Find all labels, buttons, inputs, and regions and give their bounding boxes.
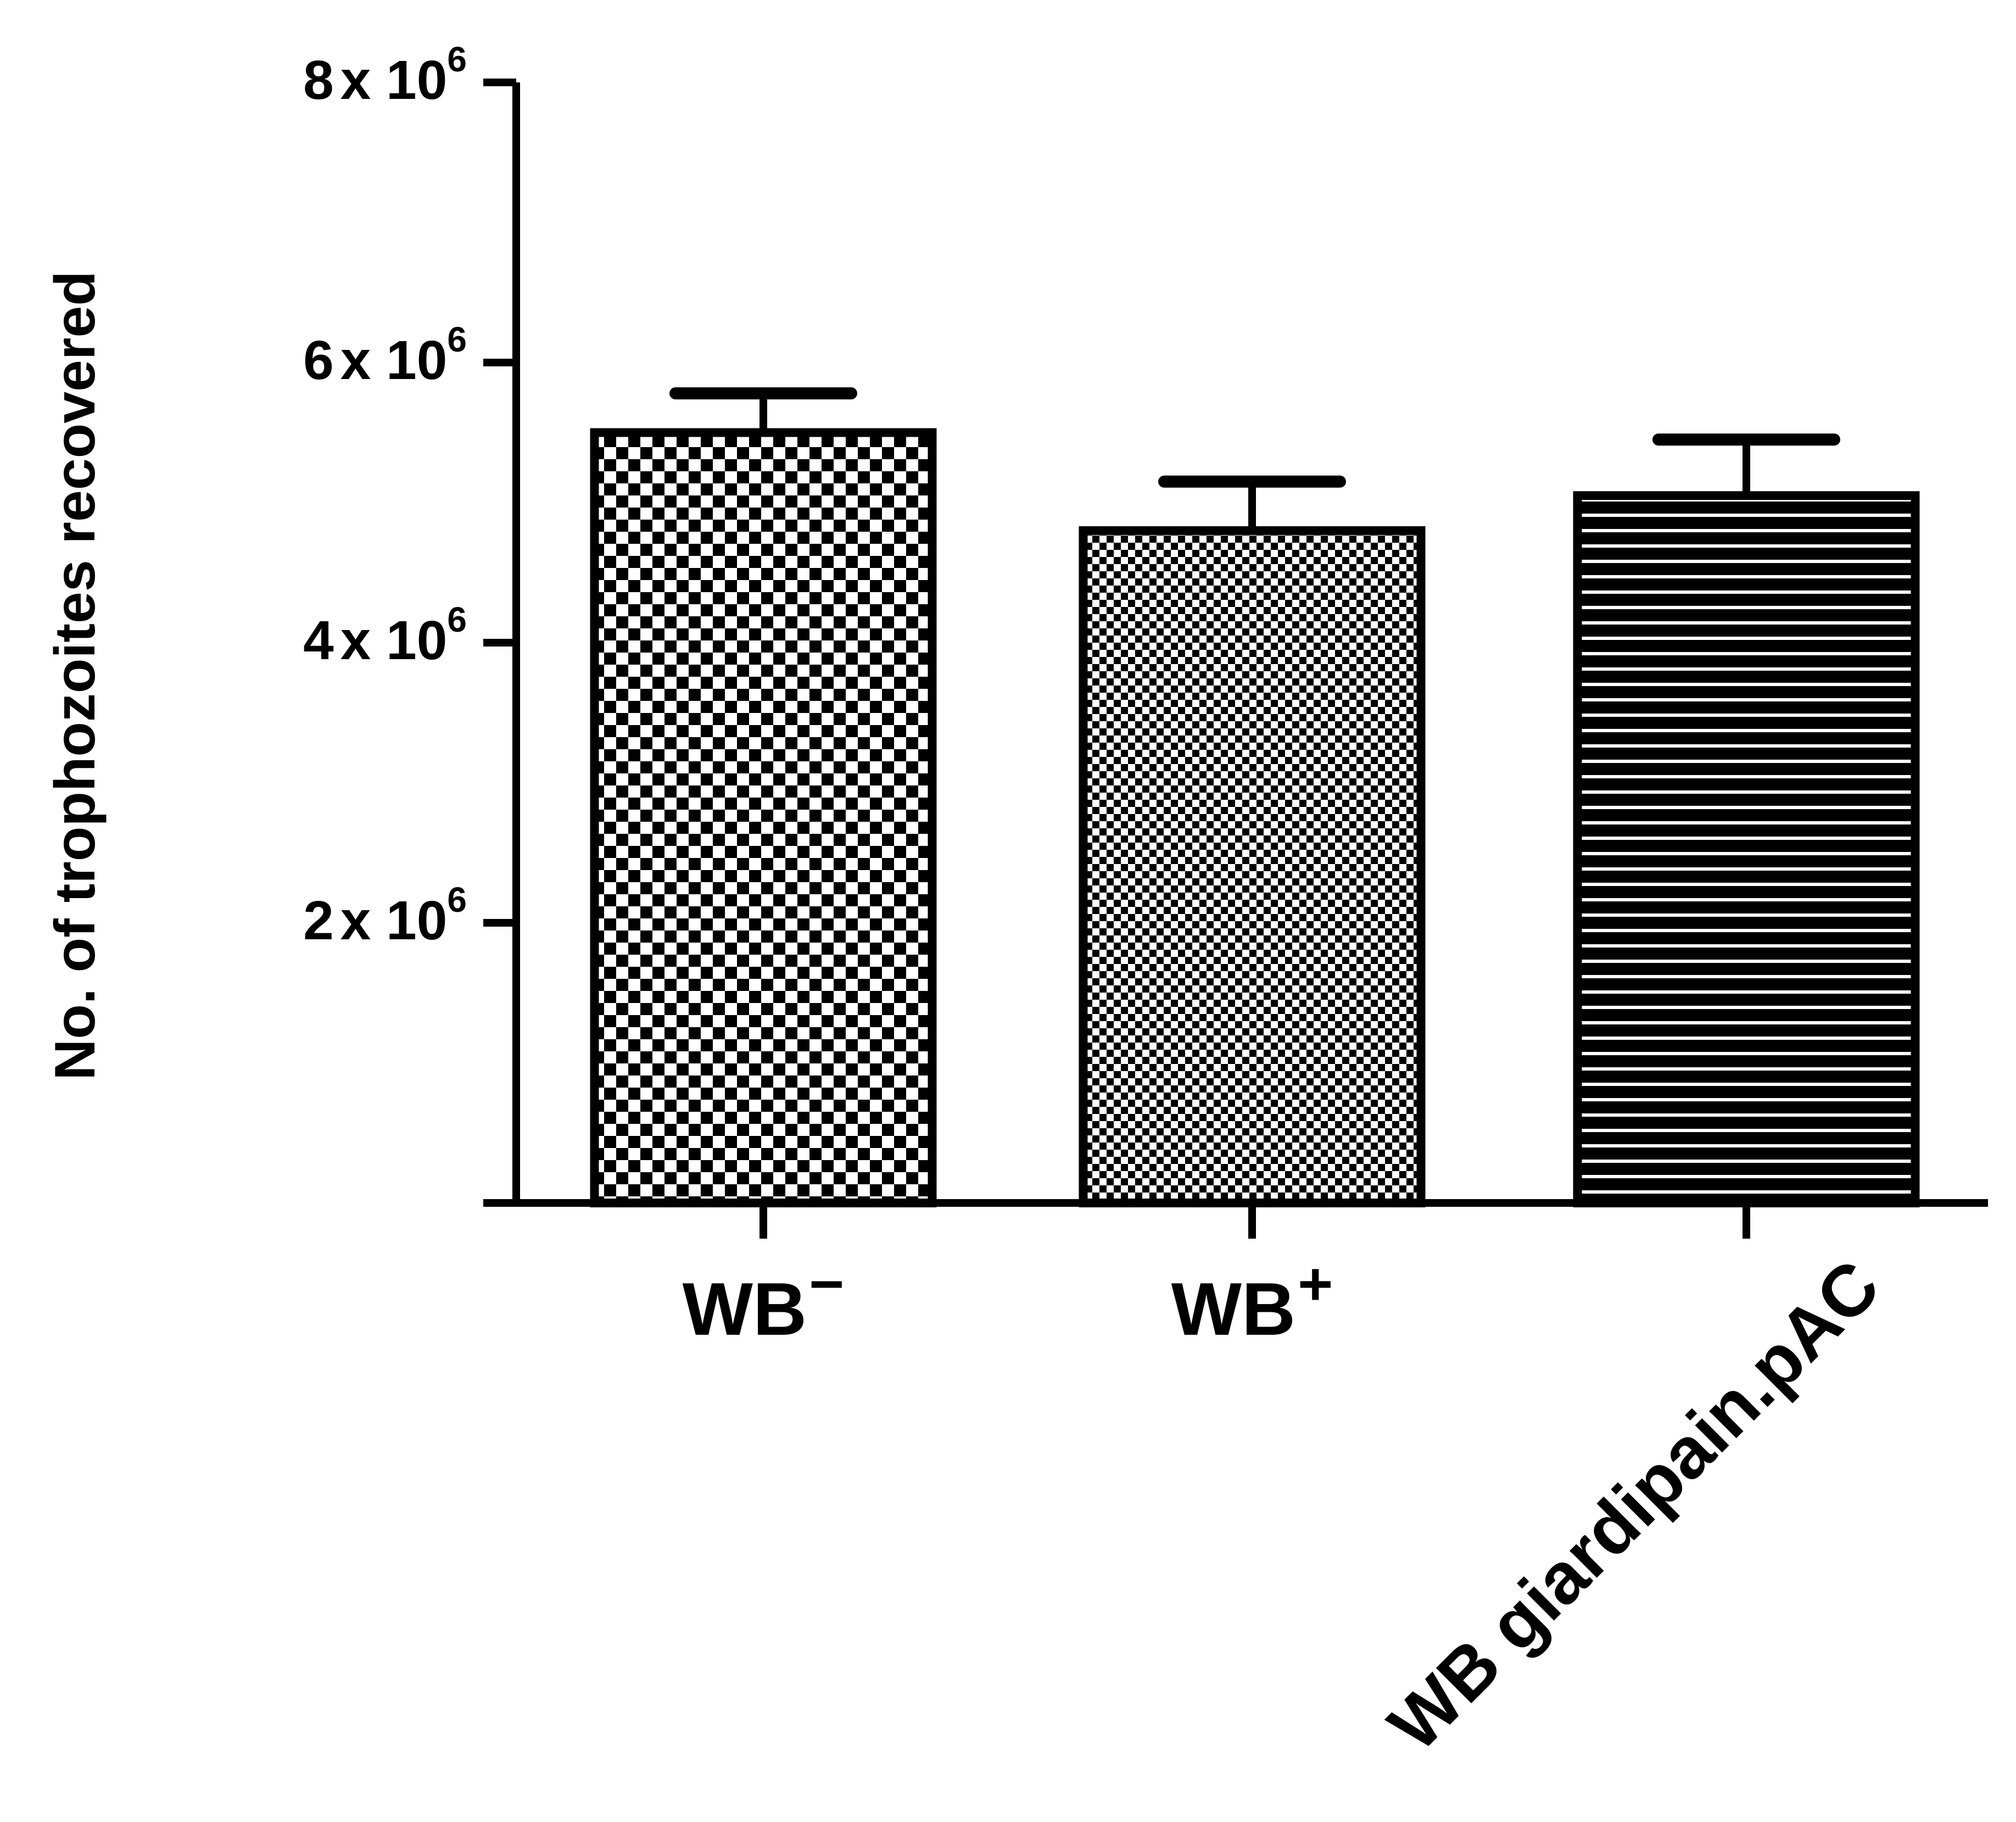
x-axis-ticks: WB− WB+ WB giardipain.pAC <box>683 1203 1895 1766</box>
y-tick-coefficient: 4 <box>303 610 334 671</box>
x-tick-label-text: WB <box>1171 1267 1296 1351</box>
x-tick-label-text: WB <box>683 1267 807 1351</box>
y-tick-exponent: 6 <box>447 40 467 79</box>
y-tick-coefficient: 8 <box>303 49 334 111</box>
y-tick-coefficient: 6 <box>303 330 334 391</box>
axes <box>483 82 1988 1207</box>
y-tick-exponent: 6 <box>447 880 467 920</box>
x-tick-label-text: WB giardipain.pAC <box>1373 1245 1895 1766</box>
y-tick-base: x 10 <box>340 890 448 951</box>
bar <box>590 428 937 1207</box>
y-tick-base: x 10 <box>340 49 448 111</box>
y-tick-base: x 10 <box>340 330 448 391</box>
y-tick-coefficient: 2 <box>303 890 334 951</box>
x-tick-label: WB giardipain.pAC <box>1373 1245 1895 1766</box>
x-tick-label-superscript: + <box>1298 1250 1333 1318</box>
y-tick-exponent: 6 <box>447 600 467 639</box>
x-tick-label: WB− <box>683 1250 845 1351</box>
bars <box>590 428 1920 1207</box>
y-axis-title: No. of trophozoites recovered <box>43 271 107 1080</box>
error-bars <box>669 387 1840 531</box>
y-tick-exponent: 6 <box>447 320 467 359</box>
y-tick-base: x 10 <box>340 610 448 671</box>
bar <box>1079 526 1426 1207</box>
x-tick-label-superscript: − <box>809 1250 844 1318</box>
bar <box>1573 491 1920 1207</box>
x-tick-label: WB+ <box>1171 1250 1333 1351</box>
